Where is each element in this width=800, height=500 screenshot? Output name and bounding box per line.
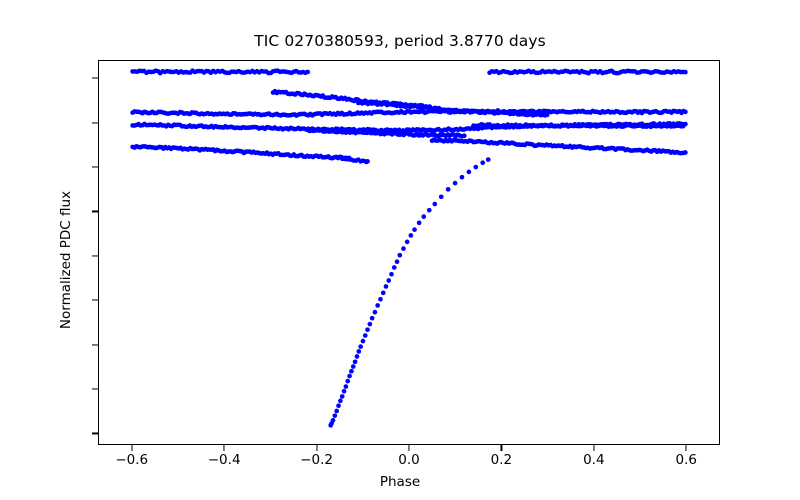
y-tick-mark: [92, 122, 98, 124]
x-tick-mark: [316, 445, 318, 451]
y-tick-mark: [92, 344, 98, 346]
y-tick-mark: [92, 255, 98, 257]
x-tick-mark: [223, 445, 225, 451]
x-tick-mark: [685, 445, 687, 451]
data-points-group: [130, 68, 688, 428]
x-tick-label: −0.2: [300, 452, 333, 468]
scatter-canvas: [130, 68, 688, 428]
y-axis-label: Normalized PDC flux: [58, 190, 74, 330]
x-tick-label: −0.4: [207, 452, 241, 468]
x-tick-label: 0.4: [583, 452, 605, 468]
y-tick-mark: [92, 210, 98, 213]
x-tick-label: 0.0: [398, 452, 420, 468]
y-tick-mark: [92, 388, 98, 390]
plot-area: [98, 60, 720, 445]
y-tick-mark: [92, 299, 98, 301]
y-tick-mark: [92, 432, 98, 434]
chart-title: TIC 0270380593, period 3.8770 days: [254, 32, 546, 50]
y-tick-mark: [92, 77, 98, 79]
x-tick-mark: [131, 445, 133, 451]
y-axis-label-wrap: Normalized PDC flux: [16, 0, 74, 500]
x-tick-label: 0.6: [675, 452, 697, 468]
x-tick-mark: [593, 445, 595, 451]
x-tick-mark: [408, 445, 410, 451]
y-tick-mark: [92, 166, 98, 168]
x-tick-label: 0.2: [490, 452, 513, 468]
x-axis-label: Phase: [379, 474, 421, 490]
x-tick-label: −0.6: [115, 452, 149, 468]
x-tick-mark: [500, 445, 502, 451]
